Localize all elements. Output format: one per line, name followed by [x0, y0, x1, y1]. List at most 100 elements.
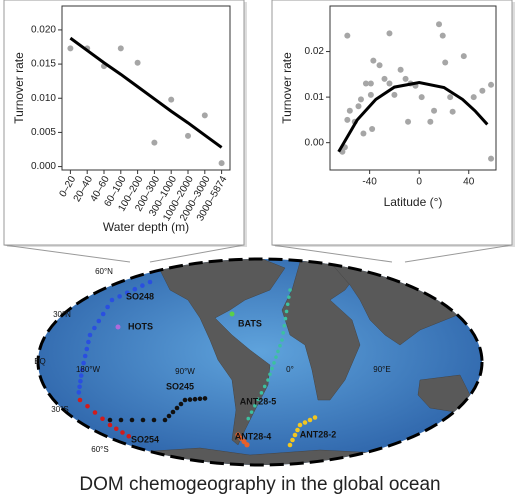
graticule-label: 180°W — [76, 365, 101, 374]
y-tick-label: 0.005 — [31, 127, 56, 138]
point — [418, 94, 425, 101]
point — [449, 108, 456, 115]
station — [297, 422, 303, 428]
station — [229, 311, 235, 317]
point — [442, 59, 449, 66]
station — [244, 442, 250, 448]
graticule-label: 30°N — [53, 310, 71, 319]
point — [134, 59, 141, 66]
station — [92, 325, 97, 331]
station — [117, 294, 122, 299]
x-axis-title: Water depth (m) — [103, 220, 189, 234]
station — [115, 324, 121, 330]
point — [436, 21, 443, 28]
fit-line — [69, 36, 223, 149]
point — [405, 118, 412, 125]
point — [488, 81, 495, 88]
point — [391, 91, 398, 98]
point — [357, 96, 364, 103]
point — [381, 75, 388, 82]
cruise-label: BATS — [238, 318, 262, 328]
point — [67, 45, 74, 52]
point — [397, 66, 404, 73]
cruise-label: ANT28-5 — [240, 396, 277, 406]
station — [78, 373, 84, 378]
point — [362, 80, 369, 87]
station — [109, 297, 115, 303]
station — [76, 390, 82, 395]
station — [295, 427, 300, 433]
y-tick-label: 0.000 — [31, 161, 56, 172]
x-axis-title: Latitude (°) — [384, 195, 443, 209]
y-axis-title: Turnover rate — [280, 52, 294, 124]
graticule-label: 0° — [286, 365, 294, 374]
plot-frame — [61, 5, 231, 171]
cruise-label: HOTS — [128, 321, 153, 331]
point — [439, 32, 446, 39]
station — [287, 442, 293, 448]
point — [402, 75, 409, 82]
caption: DOM chemogeography in the global ocean — [79, 474, 440, 495]
graticule-label: 90°E — [373, 365, 390, 374]
station — [262, 384, 267, 389]
station — [202, 396, 208, 401]
point — [369, 126, 376, 132]
station — [78, 378, 83, 384]
point — [427, 118, 434, 125]
station — [292, 432, 298, 438]
connectors — [3, 244, 513, 263]
station — [288, 288, 292, 292]
station — [283, 316, 288, 321]
point — [367, 80, 374, 87]
x-tick-label: -40 — [362, 177, 377, 188]
point — [344, 32, 351, 39]
station — [170, 409, 176, 415]
point — [346, 107, 353, 114]
station — [166, 413, 172, 419]
station — [174, 405, 180, 411]
y-tick-label: 0.015 — [31, 59, 56, 70]
map-frame — [36, 257, 484, 467]
station — [290, 437, 295, 443]
station — [312, 415, 318, 420]
station — [82, 353, 88, 359]
station — [307, 417, 313, 423]
point — [470, 94, 477, 101]
graticule-label: 60°S — [91, 445, 108, 454]
station — [124, 290, 130, 296]
point — [370, 57, 377, 64]
point — [367, 91, 374, 98]
x-tick-label: 40 — [463, 177, 475, 188]
station — [132, 286, 138, 292]
station — [151, 417, 157, 423]
station — [85, 403, 90, 409]
station — [187, 397, 193, 402]
cruise-label: SO248 — [126, 291, 154, 301]
point — [460, 53, 467, 60]
cruise-label: ANT28-2 — [300, 429, 337, 439]
graticule-label: EQ — [34, 357, 46, 366]
station — [140, 417, 146, 423]
station — [77, 397, 83, 403]
y-tick-label: 0.01 — [305, 92, 325, 103]
y-tick-label: 0.020 — [31, 25, 56, 36]
cruise-label: SO245 — [166, 381, 194, 391]
station — [84, 346, 90, 352]
station — [302, 420, 308, 425]
station — [100, 311, 106, 317]
point — [386, 30, 393, 37]
station — [268, 372, 272, 377]
y-tick-label: 0.00 — [305, 137, 325, 148]
station — [246, 416, 251, 421]
point — [447, 94, 454, 101]
point — [376, 62, 383, 69]
station — [249, 410, 254, 414]
station — [253, 403, 257, 408]
station — [272, 361, 276, 365]
station — [81, 360, 86, 366]
station — [182, 397, 188, 403]
point — [344, 116, 351, 123]
station — [274, 355, 278, 359]
